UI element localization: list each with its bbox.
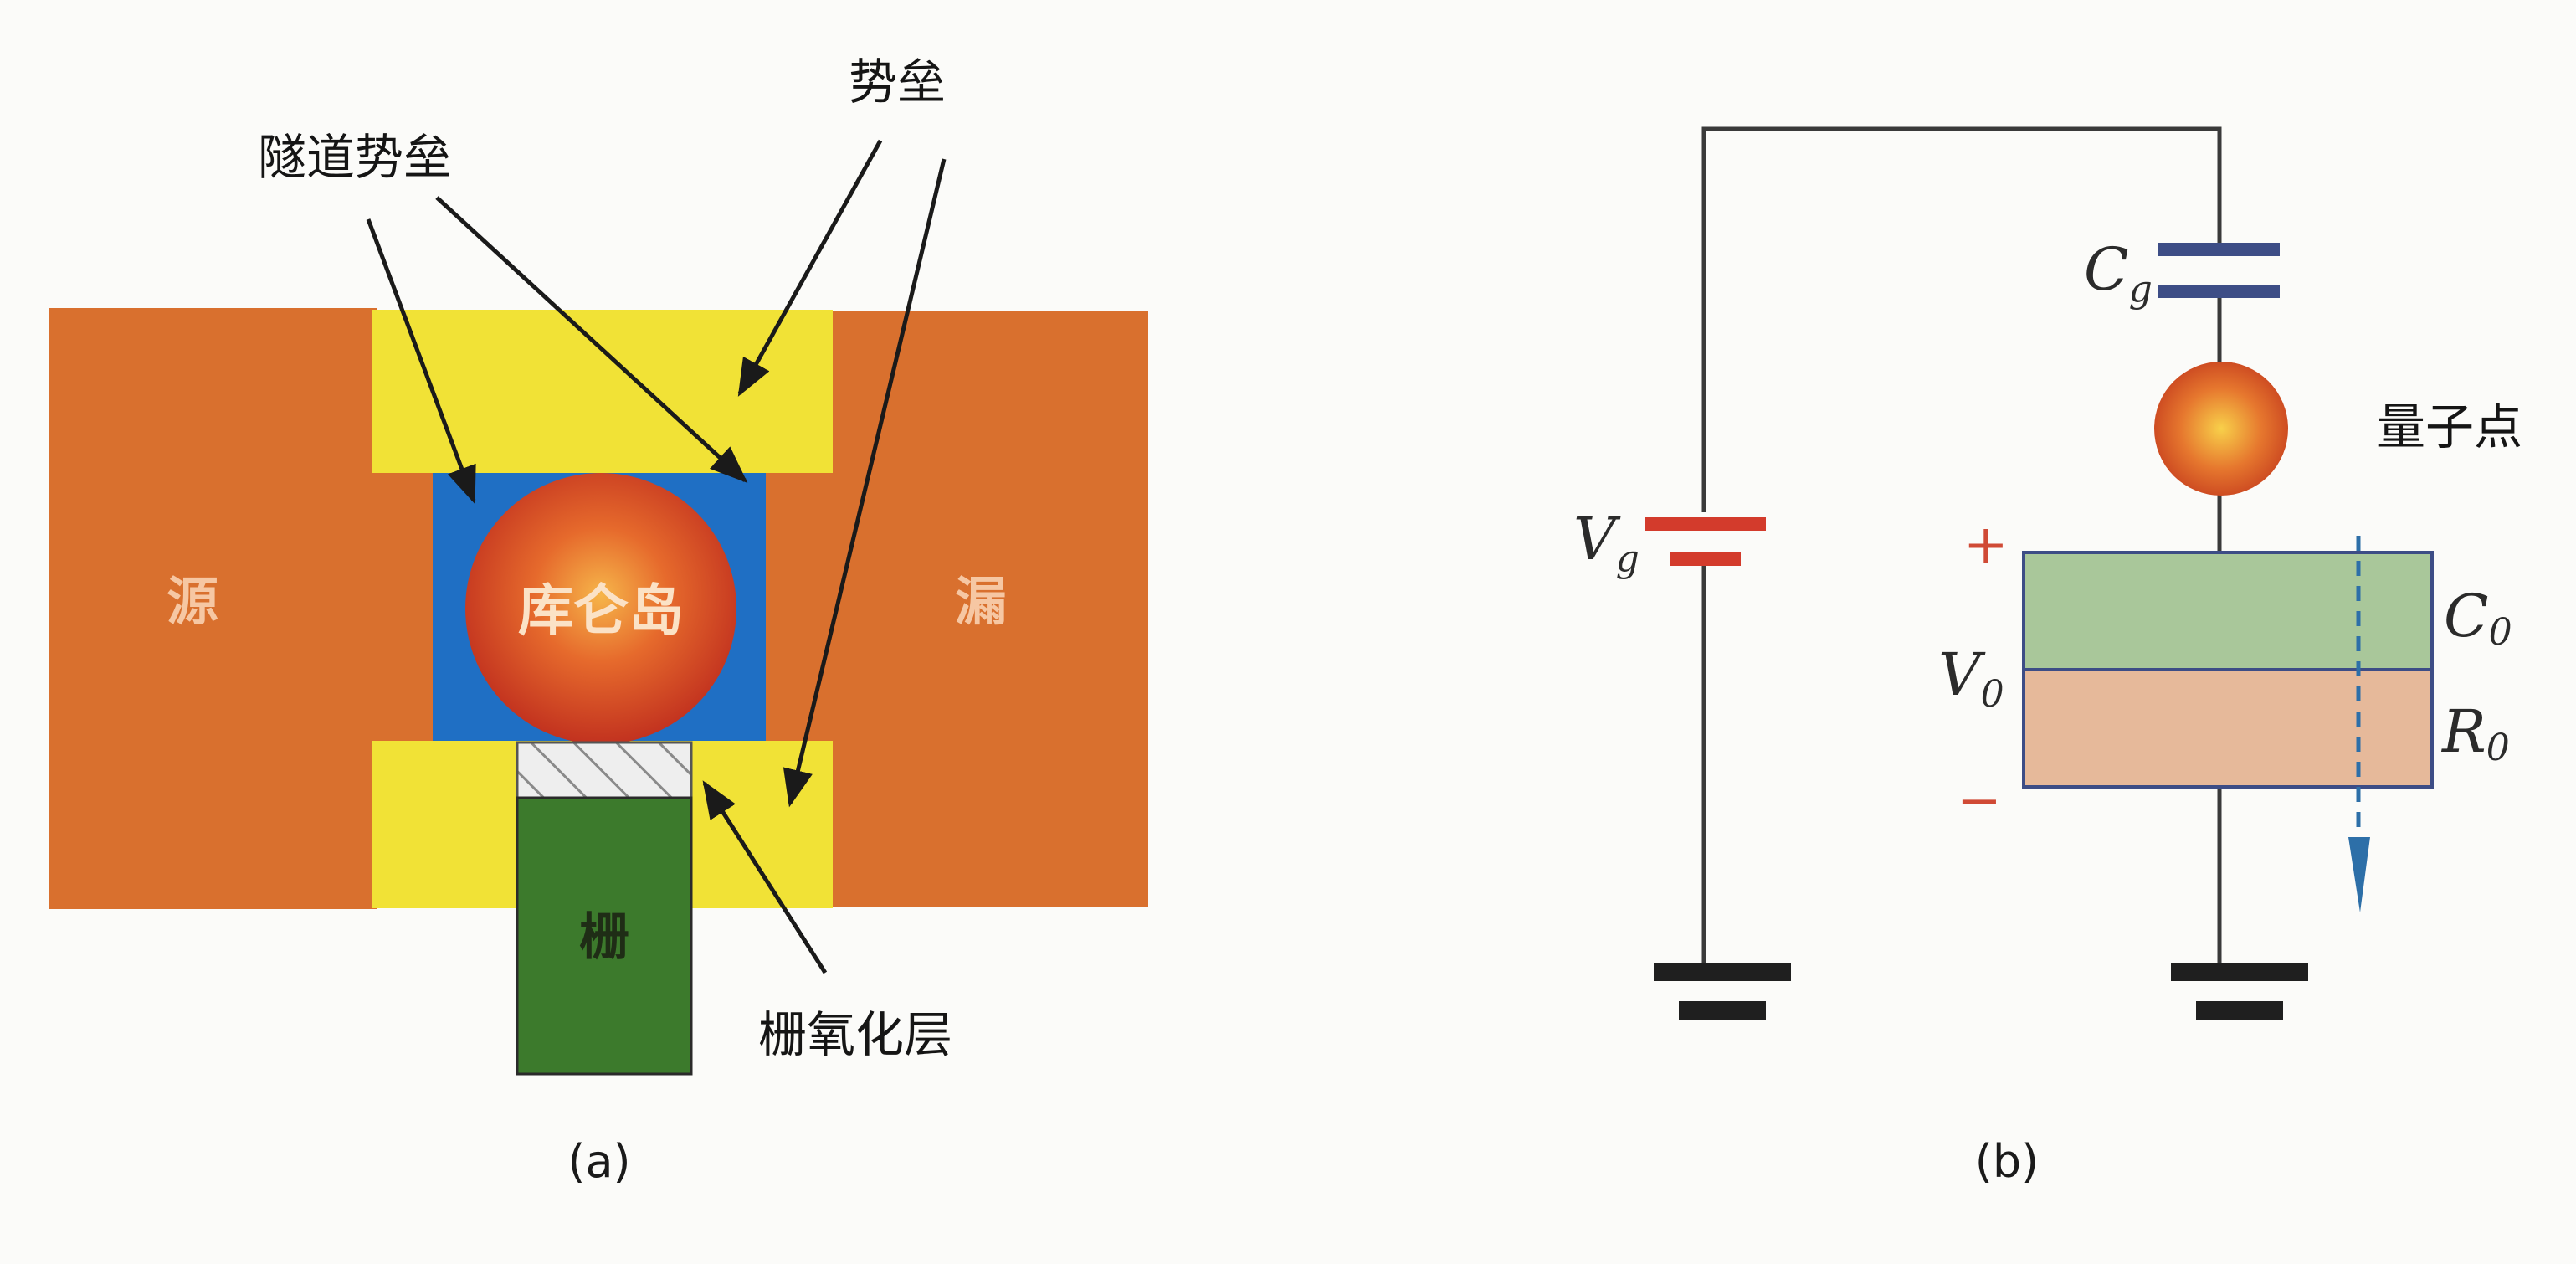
battery-plate-short <box>1670 552 1741 566</box>
source-region <box>49 308 377 909</box>
c0-label: C0 <box>2444 582 2512 654</box>
tunneling-arrow-head <box>2348 837 2370 912</box>
gate-electrode <box>516 796 693 1076</box>
ground-left-long <box>1654 963 1791 981</box>
coulomb-island <box>465 473 736 744</box>
caption-a: (a) <box>567 1135 630 1188</box>
arrow-barrier-top <box>737 139 883 397</box>
cg-plate-bottom <box>2158 285 2280 298</box>
v0-label: V0 <box>1938 640 2004 716</box>
minus-sign: − <box>1957 770 2002 832</box>
barrier-label: 势垒 <box>849 54 946 110</box>
gate-label: 栅 <box>579 908 629 967</box>
ground-right-long <box>2171 963 2308 981</box>
arrow-gate-oxide <box>702 780 828 974</box>
cg-plate-top <box>2158 243 2280 256</box>
top-barrier <box>372 310 833 473</box>
panel-a: 源 漏 库仑岛 栅 隧道势垒 势垒 栅氧化层 (a) <box>49 54 1148 1188</box>
source-label: 源 <box>167 571 218 632</box>
plus-sign: + <box>1963 514 2009 576</box>
gate-oxide <box>516 741 693 799</box>
tunnel-barrier-label: 隧道势垒 <box>258 129 452 186</box>
drain-label: 漏 <box>955 571 1007 632</box>
r0-region <box>2022 668 2434 789</box>
panel-b: Vg Cg 量子点 V0 C0 R0 + − (b) <box>1573 126 2522 1188</box>
arrow-tunnel-right <box>435 196 748 484</box>
right-channel <box>766 473 831 742</box>
ground-right-short <box>2196 1001 2283 1020</box>
r0-label: R0 <box>2440 697 2510 769</box>
arrow-barrier-bottom <box>783 158 947 808</box>
quantum-dot <box>2154 362 2288 496</box>
quantum-dot-label: 量子点 <box>2377 398 2522 455</box>
circuit-wire-top <box>1701 126 2222 512</box>
battery-plate-long <box>1645 517 1766 531</box>
ground-left-short <box>1679 1001 1766 1020</box>
arrow-tunnel-left <box>366 218 476 505</box>
c0-region <box>2022 551 2434 671</box>
coulomb-island-label: 库仑岛 <box>518 578 684 643</box>
cg-label: Cg <box>2084 235 2153 311</box>
vg-label: Vg <box>1573 505 1640 580</box>
caption-b: (b) <box>1975 1135 2039 1188</box>
gate-oxide-label: 栅氧化层 <box>758 1006 952 1063</box>
left-channel <box>372 473 433 742</box>
